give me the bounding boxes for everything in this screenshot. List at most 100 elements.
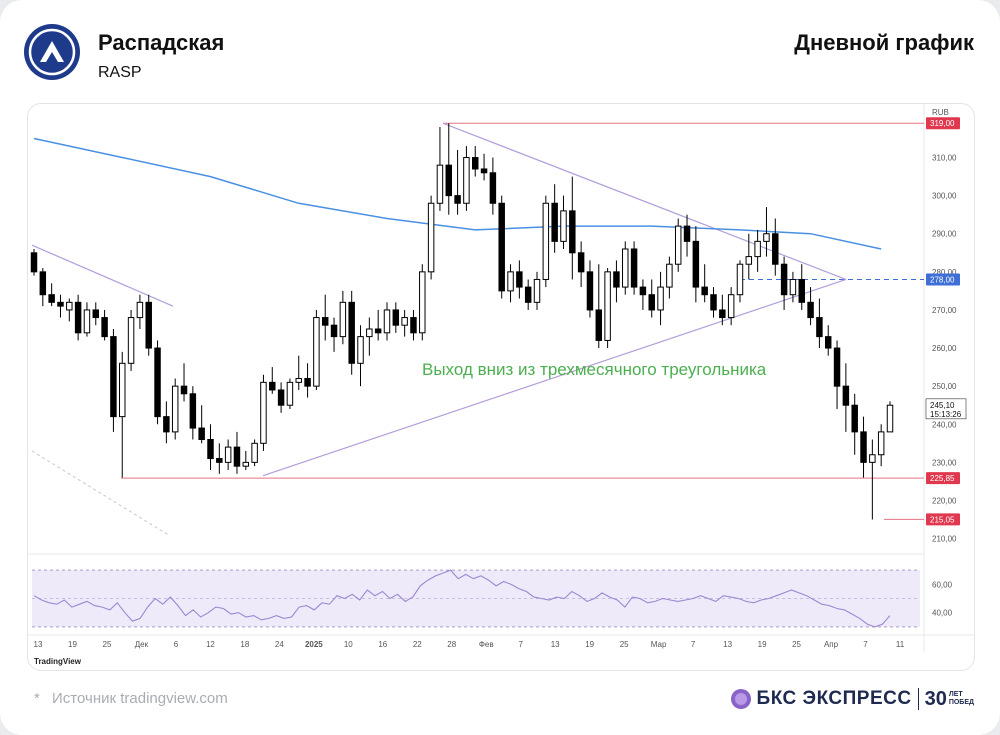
candle-down: [207, 439, 214, 460]
candle-up: [419, 271, 426, 334]
x-tick-label: 19: [68, 640, 77, 649]
ticker: RASP: [98, 64, 142, 81]
brand-caption-2: ПОБЕД: [948, 699, 974, 706]
dotted-trend-line: [31, 450, 169, 536]
candle-up: [789, 278, 797, 296]
x-tick-label: 10: [344, 640, 353, 649]
candle-down: [577, 252, 585, 273]
candle-up: [66, 301, 73, 311]
candle-up: [83, 309, 91, 334]
brand-years-caption: ЛЕТ ПОБЕД: [949, 691, 974, 707]
candle-up: [657, 286, 664, 311]
y-tick-label: 310,00: [932, 154, 957, 163]
candle-down: [860, 431, 867, 463]
candle-up: [295, 378, 302, 383]
candle-down: [269, 381, 276, 391]
candle-up: [286, 381, 294, 406]
candle-up: [869, 454, 876, 463]
last-price-time: 15:13:26: [930, 410, 962, 419]
candle-down: [92, 309, 100, 319]
y-tick-label: 300,00: [932, 192, 957, 201]
x-tick-label: 12: [206, 640, 215, 649]
triangle-upper-line: [442, 122, 847, 281]
candle-up: [622, 248, 629, 288]
brand-name: БКС ЭКСПРЕСС: [756, 688, 912, 709]
price-label-bg: [926, 273, 960, 286]
candle-down: [410, 317, 417, 334]
x-tick-label: 25: [792, 640, 801, 649]
candle-up: [666, 263, 673, 288]
candle-up: [383, 309, 391, 334]
candle-down: [772, 233, 779, 265]
x-tick-label: Дек: [135, 640, 149, 649]
x-tick-label: 25: [620, 640, 629, 649]
x-tick-label: 7: [518, 640, 523, 649]
candle-up: [754, 240, 761, 258]
candle-up: [339, 301, 347, 338]
candle-up: [886, 404, 894, 433]
candle-down: [277, 389, 285, 406]
x-tick-label: 19: [758, 640, 767, 649]
x-tick-label: 6: [174, 640, 179, 649]
x-tick-label: Мар: [651, 640, 667, 649]
candle-down: [639, 286, 647, 296]
candle-down: [480, 168, 488, 174]
brand-separator: [917, 688, 919, 710]
candle-down: [489, 172, 497, 204]
candle-down: [154, 347, 161, 418]
x-tick-label: 13: [723, 640, 732, 649]
y-tick-label: 250,00: [932, 382, 957, 391]
candle-down: [683, 225, 691, 242]
rsi-tick-label: 60,00: [932, 580, 953, 589]
candle-down: [516, 271, 523, 288]
candle-down: [472, 157, 479, 170]
x-tick-label: 28: [447, 640, 456, 649]
candle-down: [330, 324, 338, 338]
candle-down: [648, 294, 655, 311]
candle-down: [454, 195, 461, 204]
candle-down: [101, 317, 108, 338]
candle-down: [595, 309, 603, 341]
candle-up: [313, 317, 320, 387]
candle-up: [127, 317, 135, 364]
source-asterisk: *: [34, 690, 40, 707]
chart-title: Дневной график: [794, 30, 974, 55]
candle-up: [427, 202, 435, 273]
x-tick-label: 2025: [305, 640, 323, 649]
candle-down: [569, 210, 576, 254]
candle-down: [145, 301, 152, 349]
y-tick-label: 280,00: [932, 268, 957, 277]
price-label-bg: [926, 117, 960, 130]
candle-up: [542, 202, 550, 280]
candle-down: [304, 378, 311, 387]
candle-down: [551, 202, 558, 242]
x-tick-label: 7: [863, 640, 868, 649]
candle-down: [30, 252, 38, 273]
candle-up: [763, 233, 770, 242]
candle-down: [524, 286, 532, 303]
candle-up: [533, 278, 541, 303]
candle-up: [401, 317, 408, 326]
brand-years: 30: [924, 687, 947, 710]
x-tick-label: 13: [34, 640, 43, 649]
x-tick-label: 22: [413, 640, 422, 649]
candle-down: [189, 393, 197, 429]
candle-up: [251, 442, 258, 463]
company-name: Распадская: [98, 30, 225, 55]
candle-up: [463, 157, 470, 204]
candle-down: [39, 271, 47, 296]
chart-annotation: Выход вниз из трехмесячного треугольника: [422, 360, 767, 379]
moving-average-line: [33, 137, 882, 250]
candle-down: [392, 309, 400, 326]
candle-up: [604, 271, 611, 341]
candle-up: [560, 210, 567, 242]
candle-down: [198, 427, 205, 441]
x-tick-label: 24: [275, 640, 284, 649]
candle-down: [48, 294, 55, 303]
x-tick-label: 11: [896, 640, 905, 649]
price-label: 278,00: [930, 275, 955, 284]
candle-down: [630, 248, 638, 288]
candle-up: [171, 385, 179, 433]
candle-up: [224, 446, 232, 463]
brand-caption-1: ЛЕТ: [948, 691, 963, 698]
